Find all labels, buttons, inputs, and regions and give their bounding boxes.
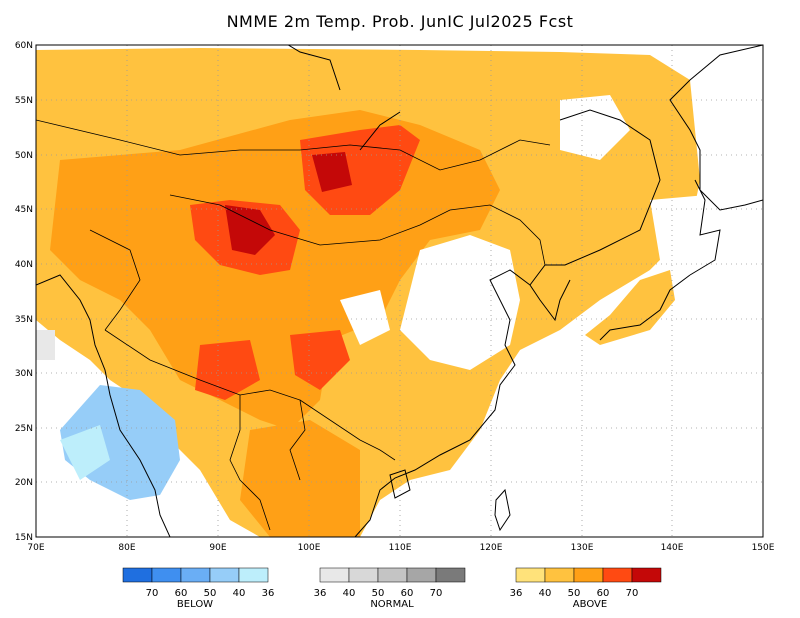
above-70-core [225,205,275,255]
no-signal-china-east [400,235,520,370]
no-signal-central [340,290,390,345]
legend-swatch [377,567,408,583]
lon-label: 120E [480,543,503,553]
legend-value: 36 [510,588,523,599]
map-frame [35,44,764,538]
legend-swatch [122,567,153,583]
probability-layer [36,45,763,537]
legend-swatch [435,567,466,583]
legend-swatch [180,567,211,583]
lat-label: 60N [15,41,33,51]
legend-title-below: BELOW [177,599,213,610]
legend-swatch [209,567,240,583]
below-36-india [60,425,110,480]
legend-value: 70 [626,588,639,599]
map-title: NMME 2m Temp. Prob. JunIC Jul2025 Fcst [226,12,574,31]
legend-value: 50 [568,588,581,599]
legend-value: 36 [262,588,275,599]
lon-label: 80E [118,543,135,553]
above-70-mongolia [312,152,352,192]
legend-value: 40 [233,588,246,599]
legend-swatch [515,567,546,583]
above-50-south [240,420,360,537]
legend-value: 50 [372,588,385,599]
lat-label: 50N [15,151,33,161]
legend-swatch [319,567,350,583]
legend-value: 70 [146,588,159,599]
legend-normal: 36 40 50 60 70 NORMAL [314,567,466,610]
gridlines [36,45,763,537]
lon-label: 100E [298,543,321,553]
legend-swatch [544,567,575,583]
legend-value: 60 [597,588,610,599]
lon-label: 150E [752,543,775,553]
legend-value: 40 [539,588,552,599]
legend-swatch [406,567,437,583]
above-60-sichuan [290,330,350,390]
legend-title-normal: NORMAL [370,599,414,610]
lon-labels: 70E 80E 90E 100E 110E 120E 130E 140E 150… [27,543,774,553]
legend-value: 60 [175,588,188,599]
above-60-mongolia [300,125,420,215]
lon-label: 110E [389,543,412,553]
lat-label: 45N [15,205,33,215]
no-signal-north [560,95,630,160]
lat-label: 20N [15,478,33,488]
legend-title-above: ABOVE [573,599,607,610]
lat-labels: 60N 55N 50N 45N 40N 35N 30N 25N 20N 15N [15,41,33,543]
legend-above: 36 40 50 60 70 ABOVE [510,567,662,610]
legend-swatch [573,567,604,583]
no-signal-japan-sea [520,190,763,537]
lat-label: 40N [15,260,33,270]
legend-value: 70 [430,588,443,599]
legend-swatch [348,567,379,583]
legend-swatch [631,567,662,583]
legend-value: 50 [204,588,217,599]
lat-label: 35N [15,315,33,325]
legend-below: 70 60 50 40 36 BELOW [122,567,275,610]
above-40-japan [585,270,675,345]
legend-swatch [151,567,182,583]
country-borders [36,119,551,531]
legend-value: 40 [343,588,356,599]
lat-label: 15N [15,533,33,543]
lat-label: 55N [15,96,33,106]
legend-swatch [602,567,633,583]
above-60-tibet [195,340,260,400]
lon-label: 70E [27,543,44,553]
coastlines [36,45,763,537]
legend-value: 60 [401,588,414,599]
lon-label: 90E [209,543,226,553]
legend-value: 36 [314,588,327,599]
normal-36-pakistan [36,330,55,360]
lon-label: 130E [571,543,594,553]
lon-label: 140E [661,543,684,553]
lat-label: 25N [15,424,33,434]
lat-label: 30N [15,369,33,379]
legend-swatch [238,567,269,583]
